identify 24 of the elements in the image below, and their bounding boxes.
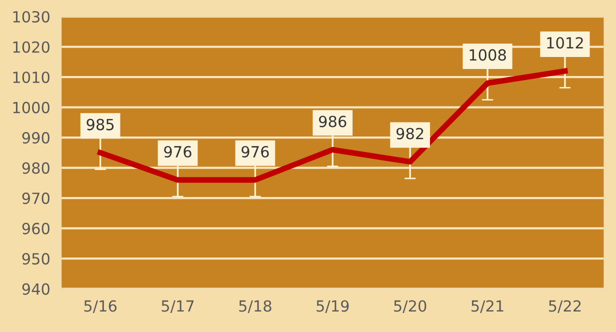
y-tick-label: 940 (22, 283, 50, 295)
x-tick-label: 5/16 (84, 300, 117, 313)
y-tick-label: 1030 (13, 11, 50, 23)
y-tick-label: 990 (22, 132, 50, 144)
data-label: 976 (242, 146, 269, 158)
data-label: 982 (396, 128, 424, 140)
y-tick-label: 1020 (13, 41, 50, 53)
x-tick-label: 5/19 (316, 300, 349, 313)
data-label: 1012 (547, 37, 583, 49)
x-tick-label: 5/20 (394, 300, 426, 313)
data-label: 985 (86, 118, 114, 130)
data-label: 1008 (470, 49, 506, 61)
x-tick-label: 5/21 (472, 300, 504, 313)
y-tick-label: 1010 (13, 72, 50, 84)
x-tick-label: 5/22 (548, 300, 581, 313)
y-tick-label: 980 (22, 162, 50, 174)
data-label: 986 (319, 116, 346, 128)
x-tick-label: 5/17 (162, 300, 194, 313)
y-tick-label: 950 (22, 253, 50, 265)
y-tick-label: 1000 (13, 102, 50, 114)
data-label: 976 (164, 146, 192, 158)
y-tick-label: 970 (22, 192, 50, 204)
y-tick-label: 960 (22, 222, 50, 234)
x-tick-label: 5/18 (239, 300, 272, 313)
